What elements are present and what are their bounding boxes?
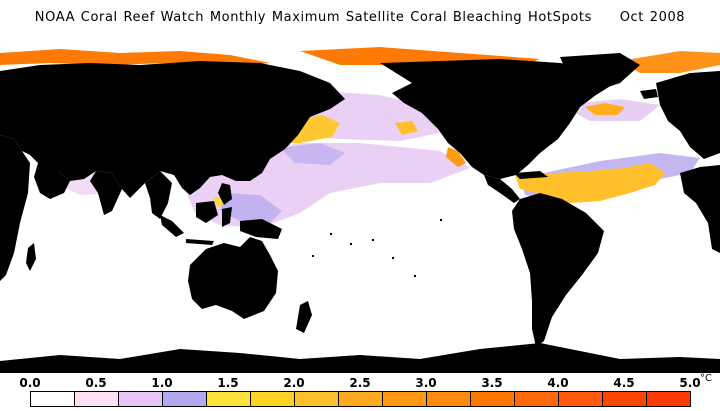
land-iceland xyxy=(640,89,658,99)
land-sumatra xyxy=(160,215,184,237)
land-borneo xyxy=(196,201,218,223)
hotspot-yellow-caribbean-atlantic xyxy=(515,163,665,203)
land-uk xyxy=(678,97,690,117)
pacific-islands xyxy=(312,219,442,277)
legend-tick-label: 4.0 xyxy=(547,376,569,390)
legend-tick-label: 5.0 xyxy=(679,376,701,390)
legend-swatch xyxy=(250,391,295,407)
legend-swatch xyxy=(602,391,647,407)
land-cuba xyxy=(514,171,548,179)
title-text: NOAA Coral Reef Watch Monthly Maximum Sa… xyxy=(34,10,592,25)
land-new-guinea xyxy=(240,219,282,239)
legend-swatch xyxy=(30,391,75,407)
land-masses xyxy=(0,53,720,373)
land-java xyxy=(186,239,214,245)
land-australia xyxy=(188,237,278,319)
legend-colorbar xyxy=(30,391,691,407)
land-philippines xyxy=(218,183,232,205)
legend-tick-label: 1.0 xyxy=(151,376,173,390)
legend-tick-label: 2.5 xyxy=(349,376,371,390)
land-eurasia xyxy=(0,61,345,198)
hotspot-orange-california xyxy=(446,147,466,167)
legend-swatch xyxy=(338,391,383,407)
legend-tick-label: 0.0 xyxy=(19,376,41,390)
land-europe-west xyxy=(656,71,720,159)
legend-swatch xyxy=(514,391,559,407)
legend-unit: °C xyxy=(700,373,712,384)
land-arabia xyxy=(34,163,70,199)
legend-swatch xyxy=(162,391,207,407)
land-sulawesi xyxy=(222,207,232,227)
hotspot-legend: 0.0 0.5 1.0 1.5 2.0 2.5 3.0 3.5 4.0 4.5 5.0 °C xyxy=(0,373,720,411)
legend-swatch xyxy=(382,391,427,407)
land-central-america xyxy=(484,175,520,203)
hotspot-purple-indonesia xyxy=(220,193,282,223)
hotspot-regions xyxy=(0,47,720,228)
legend-tick-label: 0.5 xyxy=(85,376,107,390)
legend-swatch xyxy=(74,391,119,407)
hotspot-yellow-aleutian xyxy=(395,121,418,135)
land-africa-east xyxy=(0,135,30,281)
legend-swatch xyxy=(646,391,691,407)
legend-swatch xyxy=(118,391,163,407)
land-se-asia xyxy=(145,171,172,219)
hotspot-purple-central-pacific xyxy=(280,143,345,165)
land-africa-west xyxy=(680,165,720,253)
legend-swatch xyxy=(558,391,603,407)
land-antarctica xyxy=(0,343,720,373)
land-south-america xyxy=(512,193,604,347)
legend-swatch xyxy=(294,391,339,407)
land-india xyxy=(90,171,122,215)
hotspot-orange-north-atlantic xyxy=(585,103,625,115)
land-north-america xyxy=(380,59,612,179)
legend-tick-label: 4.5 xyxy=(613,376,635,390)
map-title: NOAA Coral Reef Watch Monthly Maximum Sa… xyxy=(0,10,720,25)
land-madagascar xyxy=(26,243,36,271)
hotspot-orange-barents xyxy=(620,51,720,73)
legend-swatch xyxy=(470,391,515,407)
land-greenland xyxy=(560,53,640,91)
land-new-zealand xyxy=(296,301,312,333)
legend-tick-label: 3.5 xyxy=(481,376,503,390)
land-japan xyxy=(262,125,286,151)
legend-tick-label: 1.5 xyxy=(217,376,239,390)
legend-tick-label: 2.0 xyxy=(283,376,305,390)
legend-tick-label: 3.0 xyxy=(415,376,437,390)
world-hotspot-map xyxy=(0,43,720,373)
legend-swatch xyxy=(426,391,471,407)
legend-swatch xyxy=(206,391,251,407)
title-date: Oct 2008 xyxy=(619,10,686,25)
